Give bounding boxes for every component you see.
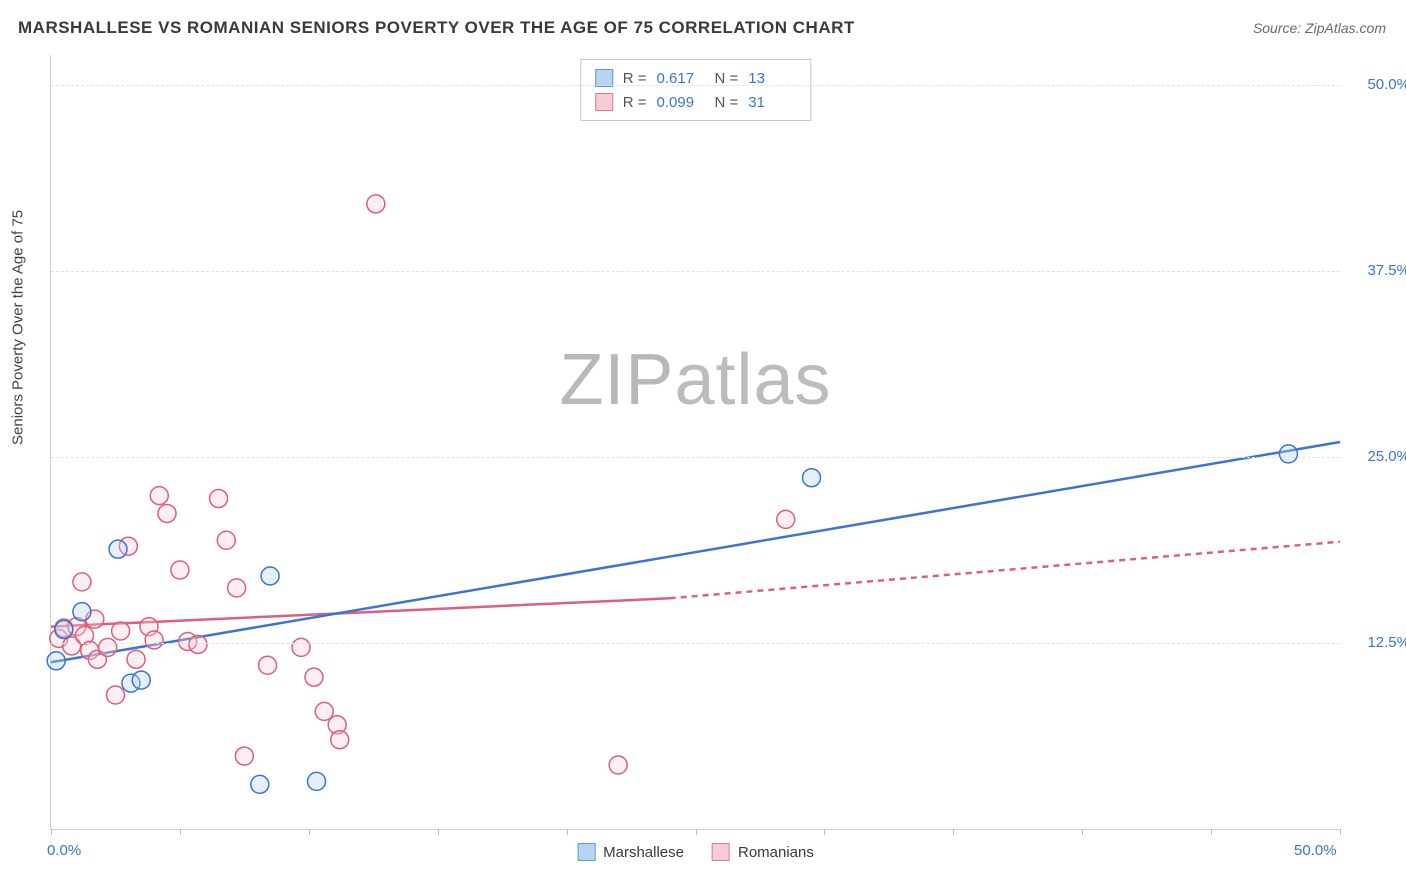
x-tick-label: 0.0% [47,842,81,859]
x-tick [567,829,568,835]
data-point-romanians [259,656,277,674]
x-tick [1082,829,1083,835]
legend-item-romanians: Romanians [712,843,814,861]
data-point-marshallese [132,671,150,689]
chart-container: MARSHALLESE VS ROMANIAN SENIORS POVERTY … [0,0,1406,892]
data-point-romanians [171,561,189,579]
regression-line [51,442,1340,662]
gridline [51,643,1340,644]
x-tick [180,829,181,835]
plot-svg [51,55,1340,829]
data-point-romanians [331,731,349,749]
legend-series: Marshallese Romanians [577,843,814,861]
data-point-marshallese [803,469,821,487]
legend-label: Marshallese [603,844,684,861]
x-tick [953,829,954,835]
data-point-romanians [99,638,117,656]
x-tick [1211,829,1212,835]
x-tick [51,829,52,835]
gridline [51,457,1340,458]
y-tick-label: 50.0% [1350,76,1406,93]
data-point-romanians [228,579,246,597]
x-tick [696,829,697,835]
data-point-romanians [777,510,795,528]
data-point-marshallese [109,540,127,558]
data-point-marshallese [73,603,91,621]
x-tick [1340,829,1341,835]
data-point-romanians [292,638,310,656]
legend-swatch-romanians [712,843,730,861]
gridline [51,271,1340,272]
y-tick-label: 25.0% [1350,448,1406,465]
legend-label: Romanians [738,844,814,861]
data-point-marshallese [47,652,65,670]
legend-item-marshallese: Marshallese [577,843,684,861]
data-point-romanians [127,650,145,668]
data-point-romanians [210,490,228,508]
data-point-marshallese [308,772,326,790]
data-point-marshallese [261,567,279,585]
y-axis-label: Seniors Poverty Over the Age of 75 [10,210,27,445]
chart-title: MARSHALLESE VS ROMANIAN SENIORS POVERTY … [18,18,855,38]
data-point-marshallese [55,621,73,639]
y-tick-label: 12.5% [1350,634,1406,651]
data-point-romanians [106,686,124,704]
data-point-romanians [158,504,176,522]
x-tick [438,829,439,835]
data-point-romanians [189,635,207,653]
x-tick [309,829,310,835]
legend-swatch-marshallese [577,843,595,861]
y-tick-label: 37.5% [1350,262,1406,279]
data-point-romanians [609,756,627,774]
gridline [51,85,1340,86]
data-point-romanians [217,531,235,549]
data-point-romanians [150,487,168,505]
regression-line [670,542,1340,599]
plot-area: ZIPatlas R = 0.617 N = 13 R = 0.099 N = … [50,55,1340,830]
data-point-marshallese [1279,445,1297,463]
data-point-romanians [367,195,385,213]
data-point-romanians [305,668,323,686]
x-tick [824,829,825,835]
data-point-romanians [235,747,253,765]
data-point-romanians [73,573,91,591]
data-point-romanians [112,622,130,640]
data-point-romanians [145,631,163,649]
x-tick-label: 50.0% [1294,842,1337,859]
data-point-marshallese [251,775,269,793]
source-label: Source: ZipAtlas.com [1253,20,1386,36]
